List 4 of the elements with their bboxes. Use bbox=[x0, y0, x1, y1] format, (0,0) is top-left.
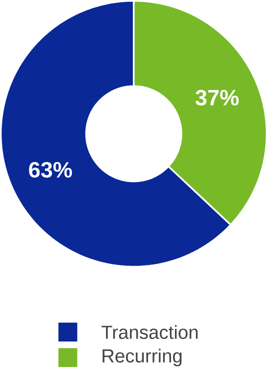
legend-label: Recurring bbox=[102, 348, 182, 366]
data-label: 63% bbox=[29, 162, 72, 178]
legend-label: Transaction bbox=[102, 325, 198, 339]
data-label: 37% bbox=[196, 90, 239, 106]
